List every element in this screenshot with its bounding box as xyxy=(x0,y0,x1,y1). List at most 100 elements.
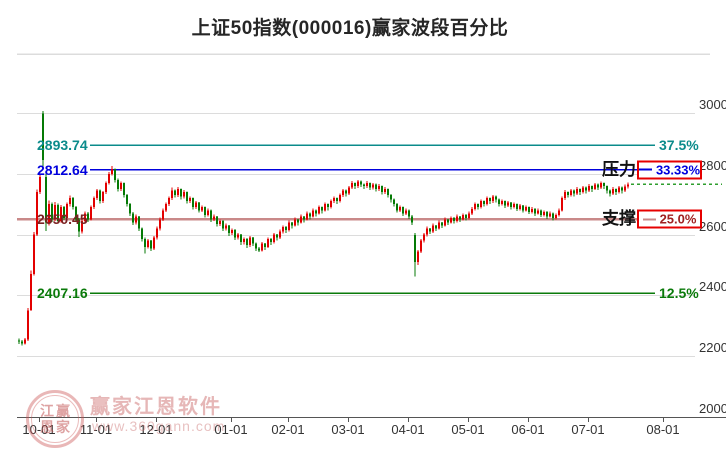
candle-body xyxy=(537,210,539,214)
candle-body xyxy=(291,222,293,226)
candle-body xyxy=(270,239,272,243)
candle-body xyxy=(36,192,38,235)
candle-body xyxy=(219,220,221,224)
candle-body xyxy=(441,222,443,226)
candle-body xyxy=(426,228,428,235)
x-axis-label: 05-01 xyxy=(451,422,485,437)
candle-body xyxy=(144,239,146,247)
candle-body xyxy=(243,239,245,243)
candle-body xyxy=(378,185,380,189)
x-axis-label: 07-01 xyxy=(571,422,605,437)
candle-body xyxy=(516,204,518,209)
x-axis-label: 02-01 xyxy=(271,422,305,437)
candle-body xyxy=(567,192,569,196)
candle-body xyxy=(177,189,179,196)
candle-body xyxy=(408,210,410,217)
candle-body xyxy=(363,184,365,186)
candle-body xyxy=(615,189,617,193)
candle-body xyxy=(141,228,143,240)
level-percent-value: 25.0% xyxy=(659,211,697,227)
candle-body xyxy=(234,230,236,238)
candle-body xyxy=(396,204,398,211)
candle-body xyxy=(558,210,560,215)
candle-body xyxy=(606,185,608,191)
candle-body xyxy=(495,196,497,200)
candle-body xyxy=(357,181,359,186)
y-axis-label: 2200 xyxy=(699,340,726,356)
watermark-seal-char: 江 xyxy=(40,403,54,419)
candle-body xyxy=(312,210,314,217)
candle-body xyxy=(456,216,458,221)
y-axis-label: 2800 xyxy=(699,157,726,173)
candle-body xyxy=(123,182,125,196)
candle-body xyxy=(600,182,602,188)
level-price-label: 2650.45 xyxy=(37,211,88,228)
candle-body xyxy=(327,204,329,208)
y-axis-label: 3000 xyxy=(699,97,726,112)
candle-body xyxy=(462,214,464,220)
candle-body xyxy=(375,184,377,189)
candle-body xyxy=(93,198,95,208)
level-line-dash-icon xyxy=(638,168,652,171)
candle-body xyxy=(429,228,431,232)
candle-body xyxy=(489,198,491,202)
watermark-url-text: www.360gann.com xyxy=(92,418,226,434)
candle-body xyxy=(459,216,461,220)
candle-body xyxy=(624,186,626,191)
candle-body xyxy=(564,192,566,199)
candle-body xyxy=(384,189,386,193)
candle-body xyxy=(609,190,611,194)
candle-body xyxy=(381,185,383,193)
candle-body xyxy=(411,216,413,223)
candle-body xyxy=(543,211,545,215)
level-price-label: 2812.64 xyxy=(37,161,88,178)
candle-body xyxy=(315,210,317,214)
candle-body xyxy=(477,204,479,208)
candle-body xyxy=(531,208,533,212)
candle-body xyxy=(438,222,440,229)
candle-body xyxy=(474,204,476,209)
candle-body xyxy=(180,189,182,197)
candle-body xyxy=(318,207,320,214)
candle-body xyxy=(405,210,407,214)
candle-body xyxy=(432,225,434,232)
candle-body xyxy=(288,222,290,231)
candle-body xyxy=(282,227,284,232)
candle-body xyxy=(246,239,248,246)
candle-body xyxy=(57,204,59,221)
candle-body xyxy=(129,204,131,214)
candle-body xyxy=(186,192,188,202)
watermark-seal-icon: 江赢恩家 xyxy=(26,390,84,448)
candle-body xyxy=(267,239,269,247)
candle-body xyxy=(504,201,506,206)
candle-body xyxy=(297,219,299,223)
candle-body xyxy=(513,204,515,208)
y-axis-label: 2400 xyxy=(699,279,726,295)
candle-body xyxy=(264,243,266,247)
candle-body xyxy=(21,341,23,344)
candle-body xyxy=(387,189,389,196)
candle-body xyxy=(255,243,257,249)
watermark-seal-char: 赢 xyxy=(56,403,70,419)
candle-body xyxy=(138,216,140,229)
candle-body xyxy=(333,198,335,202)
candle-body xyxy=(147,240,149,247)
candle-body xyxy=(324,204,326,211)
candle-body xyxy=(525,207,527,211)
candle-body xyxy=(534,208,536,214)
candle-body xyxy=(42,113,44,161)
candle-body xyxy=(597,184,599,188)
candle-body xyxy=(108,173,110,183)
candle-body xyxy=(99,190,101,202)
candle-body xyxy=(399,207,401,211)
candle-body xyxy=(519,205,521,209)
candle-body xyxy=(294,219,296,226)
candle-body xyxy=(369,182,371,188)
candle-body xyxy=(402,207,404,214)
candle-body xyxy=(522,205,524,211)
candle-body xyxy=(345,190,347,194)
candle-body xyxy=(585,187,587,191)
candle-body xyxy=(225,225,227,229)
candle-body xyxy=(540,210,542,215)
